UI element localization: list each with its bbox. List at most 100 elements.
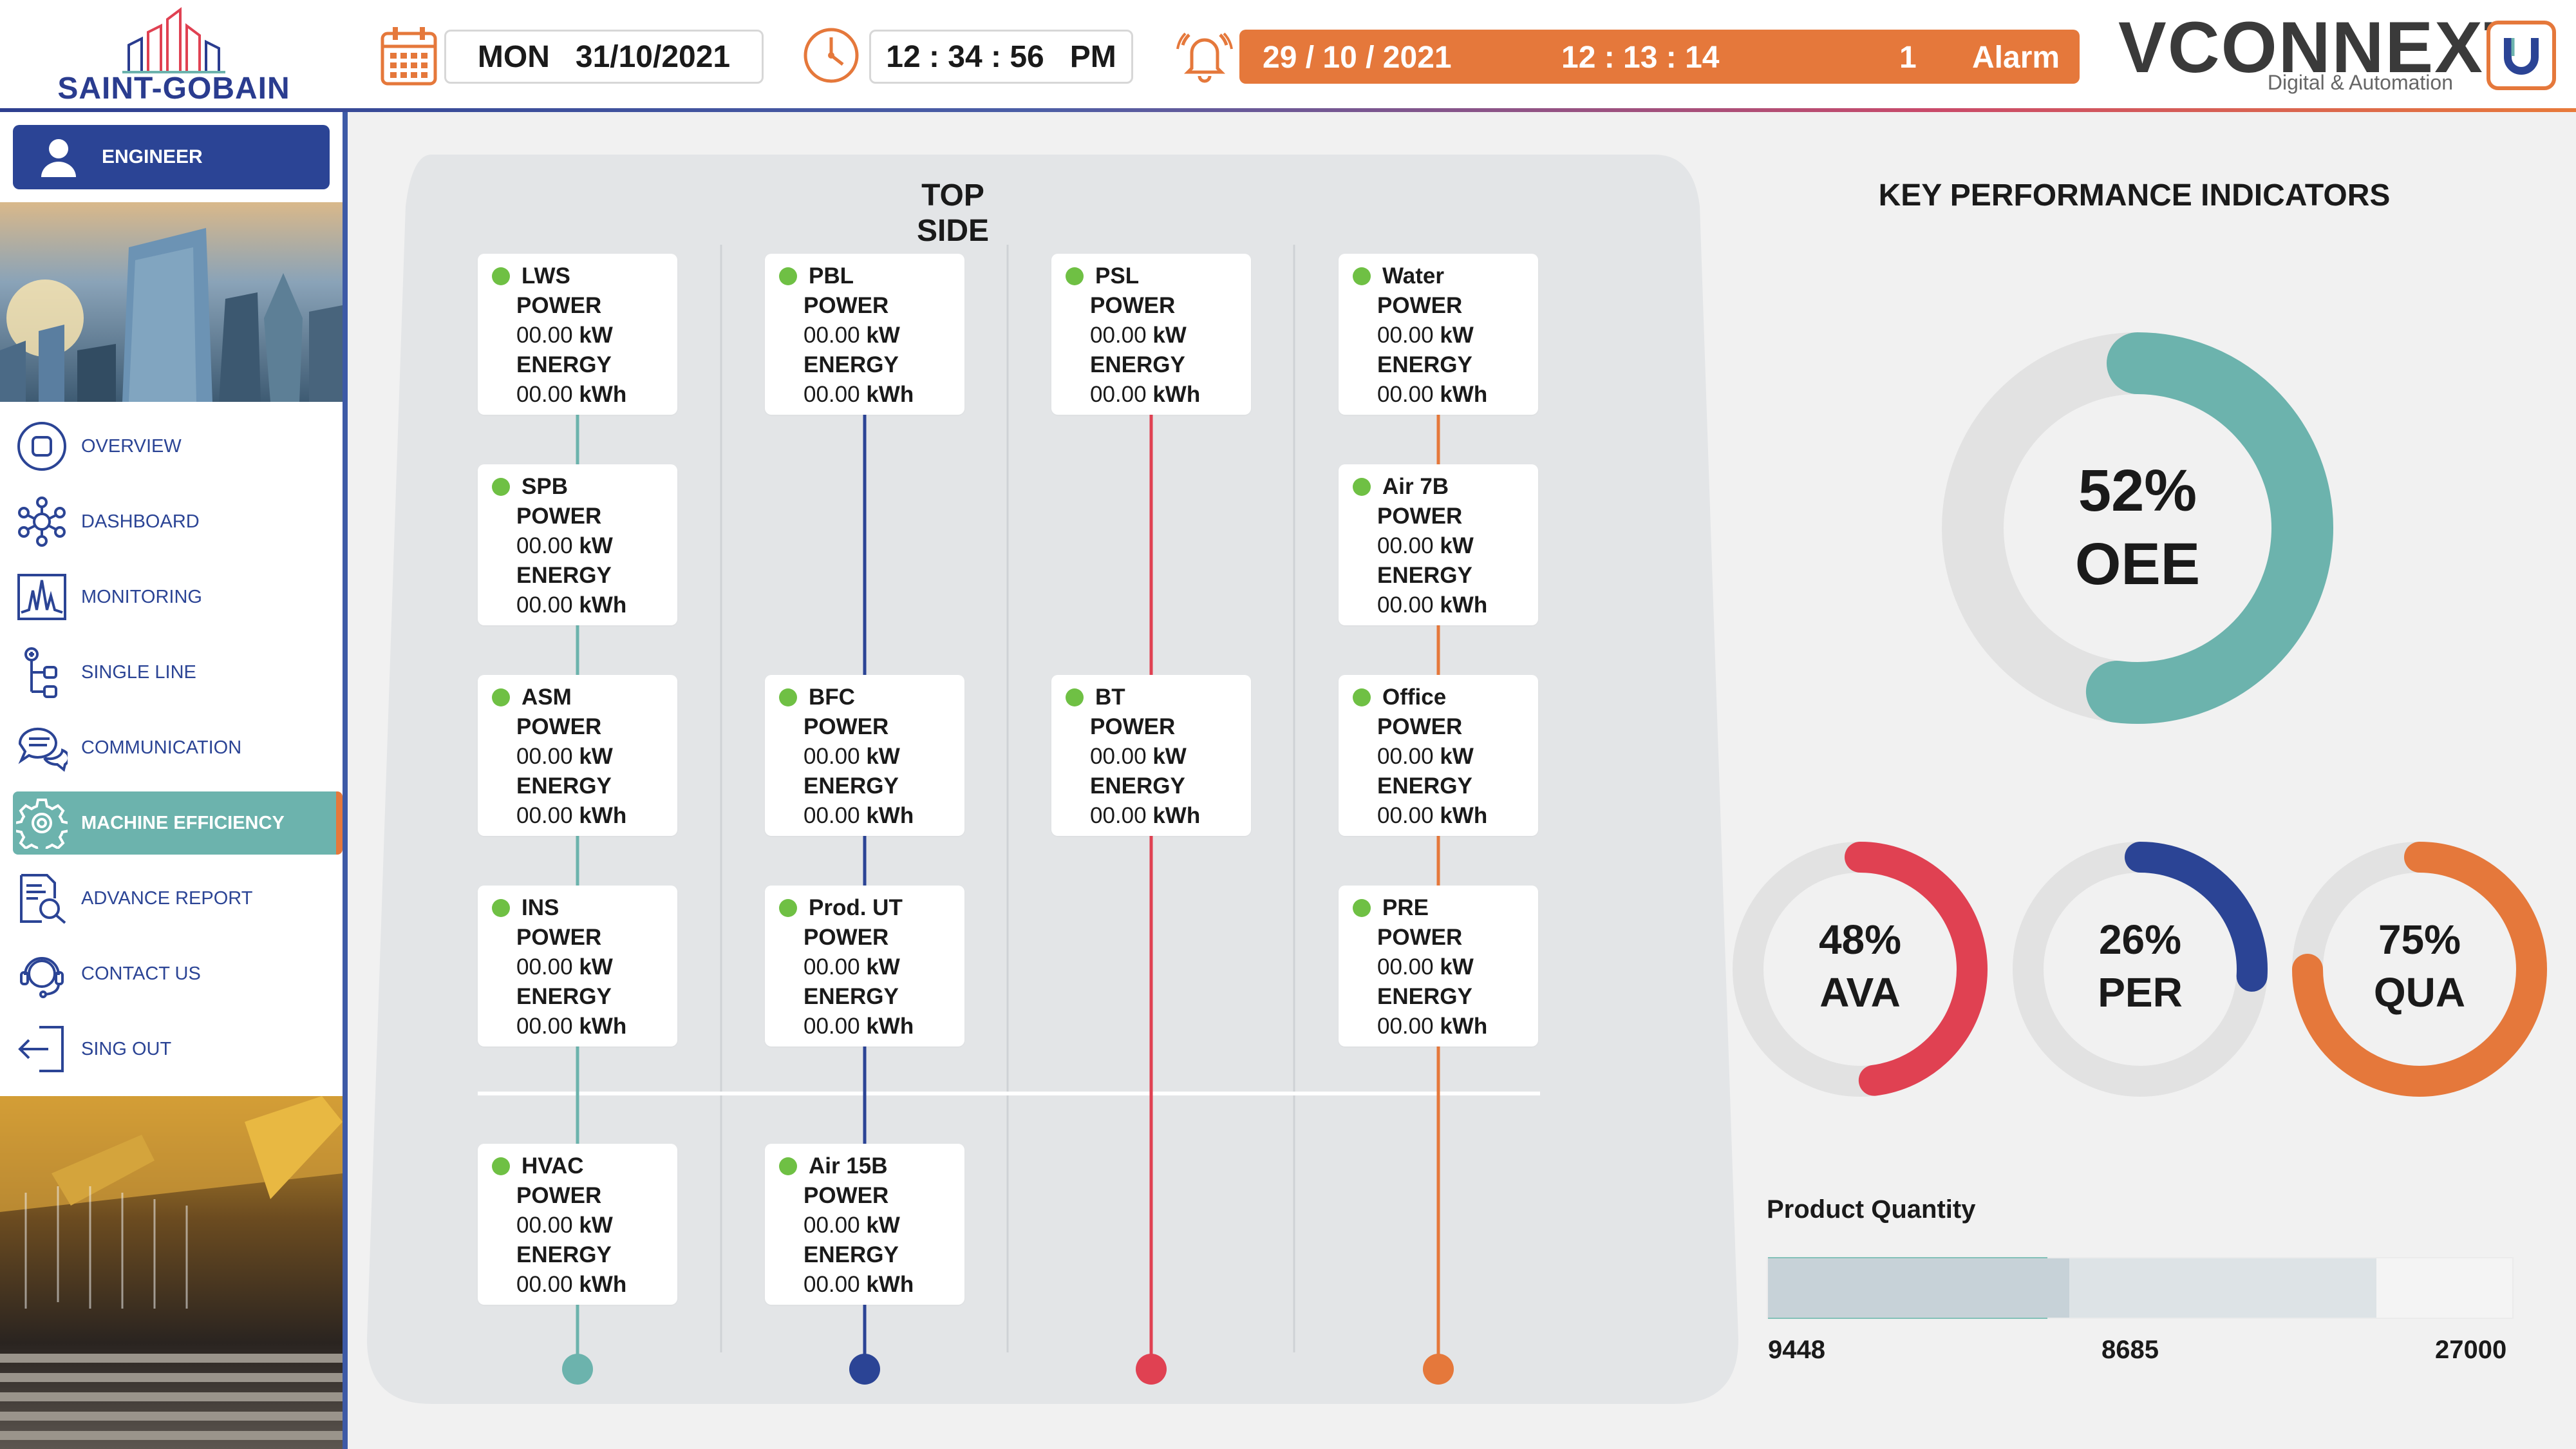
connector-end-dot-4 [1423, 1354, 1454, 1385]
device-card[interactable]: LWS POWER 00.00 kW ENERGY 00.00 kWh [478, 254, 677, 415]
nav-advance-report-label: ADVANCE REPORT [81, 887, 253, 909]
device-name: Water [1382, 263, 1444, 289]
qua-label: QUA [2373, 969, 2466, 1016]
power-label: POWER [1090, 293, 1176, 318]
energy-value-row: 00.00 kWh [1354, 1012, 1528, 1041]
power-value: 00.00 [1377, 954, 1434, 980]
nav-advance-report[interactable]: ADVANCE REPORT [13, 867, 343, 930]
power-value-row: 00.00 kW [1354, 321, 1528, 350]
device-card[interactable]: BFC POWER 00.00 kW ENERGY 00.00 kWh [765, 675, 964, 836]
power-value: 00.00 [804, 954, 860, 980]
top-side-title: TOP SIDE [916, 178, 990, 248]
device-name: PSL [1095, 263, 1140, 289]
nav-overview[interactable]: OVERVIEW [13, 415, 343, 478]
user-menu-button[interactable] [2487, 21, 2556, 90]
user-role-button[interactable]: ENGINEER [13, 125, 330, 189]
qua-gauge-text: 75% QUA [2323, 913, 2516, 1019]
calendar-icon [381, 27, 437, 86]
device-card[interactable]: PBL POWER 00.00 kW ENERGY 00.00 kWh [765, 254, 964, 415]
device-card[interactable]: HVAC POWER 00.00 kW ENERGY 00.00 kWh [478, 1144, 677, 1305]
header-divider [0, 108, 2576, 112]
energy-unit: kWh [1152, 382, 1201, 407]
energy-value-row: 00.00 kWh [780, 1012, 954, 1041]
per-gauge-arc [2125, 842, 2268, 992]
nav-communication[interactable]: COMMUNICATION [13, 716, 343, 779]
energy-unit: kWh [866, 1014, 914, 1039]
clock-icon [804, 28, 859, 83]
brand-subtitle: Digital & Automation [2267, 71, 2453, 94]
sign-out-icon [18, 1026, 64, 1072]
device-name-row: PSL [1066, 261, 1241, 291]
alarm-bell-icon[interactable] [1175, 26, 1234, 85]
energy-label: ENERGY [516, 773, 612, 799]
energy-value-row: 00.00 kWh [493, 591, 667, 620]
device-card[interactable]: Air 7B POWER 00.00 kW ENERGY 00.00 kWh [1339, 464, 1538, 625]
product-quantity-mid-fill [1768, 1258, 2069, 1318]
power-value-row: 00.00 kW [1354, 742, 1528, 772]
device-card[interactable]: Prod. UT POWER 00.00 kW ENERGY 00.00 kWh [765, 886, 964, 1046]
power-unit: kW [1440, 533, 1474, 558]
energy-unit: kWh [1440, 803, 1488, 828]
nav-dashboard-label: DASHBOARD [81, 511, 200, 532]
power-value: 00.00 [516, 1213, 573, 1238]
status-dot [1066, 688, 1084, 706]
device-card[interactable]: SPB POWER 00.00 kW ENERGY 00.00 kWh [478, 464, 677, 625]
energy-label: ENERGY [516, 1242, 612, 1267]
alarm-banner[interactable]: 29 / 10 / 2021 12 : 13 : 14 1 Alarm [1239, 30, 2080, 84]
nav-single-line[interactable]: SINGLE LINE [13, 641, 343, 704]
energy-value-row: 00.00 kWh [1354, 380, 1528, 410]
nav-sign-out[interactable]: SING OUT [13, 1018, 343, 1081]
power-unit: kW [866, 323, 900, 348]
time-text: 12 : 34 : 56 PM [886, 39, 1116, 74]
nav-monitoring[interactable]: MONITORING [13, 565, 343, 629]
device-name-row: LWS [492, 261, 667, 291]
energy-value-row: 00.00 kWh [493, 1012, 667, 1041]
energy-value: 00.00 [804, 1272, 860, 1297]
energy-value-row: 00.00 kWh [1067, 801, 1241, 831]
power-unit: kW [1440, 954, 1474, 980]
power-value: 00.00 [1090, 744, 1147, 769]
power-unit: kW [866, 1213, 900, 1238]
energy-value-row: 00.00 kWh [780, 801, 954, 831]
device-card[interactable]: Office POWER 00.00 kW ENERGY 00.00 kWh [1339, 675, 1538, 836]
power-value: 00.00 [804, 1213, 860, 1238]
power-value-row: 00.00 kW [1067, 742, 1241, 772]
device-card[interactable]: PRE POWER 00.00 kW ENERGY 00.00 kWh [1339, 886, 1538, 1046]
device-card[interactable]: BT POWER 00.00 kW ENERGY 00.00 kWh [1051, 675, 1251, 836]
device-name-row: Prod. UT [779, 893, 954, 923]
nav-contact-us[interactable]: CONTACT US [13, 942, 343, 1005]
product-quantity-mid: 8685 [2101, 1336, 2159, 1364]
device-name: SPB [522, 474, 568, 499]
energy-value-row: 00.00 kWh [1354, 801, 1528, 831]
energy-label: ENERGY [804, 1242, 899, 1267]
device-name-row: Office [1353, 683, 1528, 712]
device-card[interactable]: Water POWER 00.00 kW ENERGY 00.00 kWh [1339, 254, 1538, 415]
power-unit: kW [579, 533, 613, 558]
energy-label: ENERGY [804, 984, 899, 1009]
energy-unit: kWh [579, 382, 627, 407]
power-label: POWER [516, 1183, 602, 1208]
power-label: POWER [516, 714, 602, 739]
product-quantity-bar [1767, 1257, 2514, 1319]
nav-dashboard[interactable]: DASHBOARD [13, 490, 343, 553]
device-name-row: SPB [492, 472, 667, 502]
oee-gauge-arc [2085, 332, 2333, 724]
energy-unit: kWh [866, 382, 914, 407]
time-display: 12 : 34 : 56 PM [869, 30, 1133, 84]
saint-gobain-building-icon [122, 7, 225, 73]
status-dot [492, 267, 510, 285]
device-card[interactable]: ASM POWER 00.00 kW ENERGY 00.00 kWh [478, 675, 677, 836]
device-name-row: BT [1066, 683, 1241, 712]
ava-gauge-arc [1845, 842, 1988, 1096]
power-label: POWER [804, 1183, 889, 1208]
monitoring-icon [17, 574, 66, 620]
device-name-row: HVAC [492, 1151, 667, 1181]
device-card[interactable]: Air 15B POWER 00.00 kW ENERGY 00.00 kWh [765, 1144, 964, 1305]
energy-value: 00.00 [804, 1014, 860, 1039]
device-card[interactable]: INS POWER 00.00 kW ENERGY 00.00 kWh [478, 886, 677, 1046]
power-unit: kW [1152, 323, 1187, 348]
nav-machine-efficiency[interactable]: MACHINE EFFICIENCY [13, 791, 343, 855]
energy-value-row: 00.00 kWh [493, 380, 667, 410]
energy-label: ENERGY [516, 984, 612, 1009]
device-card[interactable]: PSL POWER 00.00 kW ENERGY 00.00 kWh [1051, 254, 1251, 415]
